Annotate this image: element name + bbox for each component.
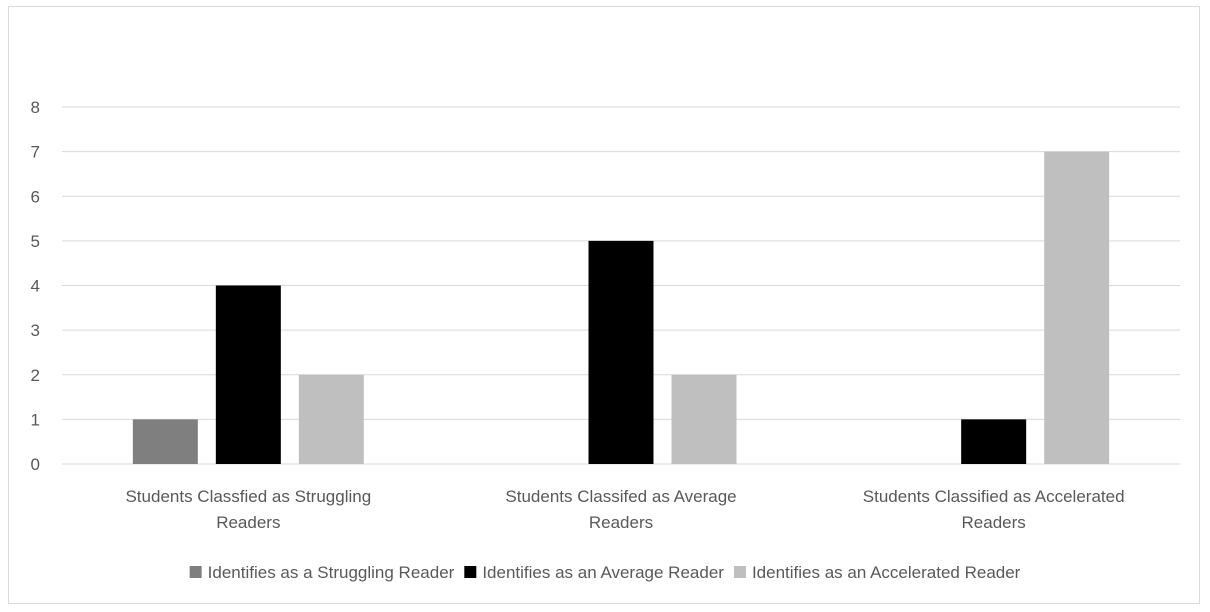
bar-series-2-category-2 [1044, 151, 1110, 464]
y-tick-label: 8 [31, 98, 40, 117]
legend-label-0: Identifies as a Struggling Reader [208, 563, 455, 582]
bar-series-0-category-0 [132, 419, 198, 464]
category-label: Readers [962, 513, 1026, 532]
y-tick-label: 6 [31, 187, 40, 206]
legend-swatch-1 [464, 566, 477, 578]
bar-series-1-category-1 [588, 240, 654, 464]
bar-series-1-category-2 [961, 419, 1027, 464]
y-tick-label: 5 [31, 232, 40, 251]
x-axis-categories: Students Classfied as Struggling Readers S… [125, 487, 1124, 532]
legend: Identifies as a Struggling Reader Identif… [189, 563, 1021, 582]
category-label: Students Classified as Accelerated [863, 487, 1125, 506]
legend-label-1: Identifies as an Average Reader [482, 563, 724, 582]
legend-swatch-2 [733, 566, 746, 578]
legend-label-2: Identifies as an Accelerated Reader [752, 563, 1021, 582]
legend-swatch-0 [189, 566, 202, 578]
y-tick-label: 4 [31, 277, 40, 296]
bar-series-2-category-0 [298, 374, 364, 464]
category-label: Readers [216, 513, 280, 532]
category-label: Students Classifed as Average [505, 487, 736, 506]
y-tick-label: 7 [31, 143, 40, 162]
bar-series-2-category-1 [671, 374, 737, 464]
y-tick-label: 1 [31, 410, 40, 429]
bar-series-1-category-0 [215, 285, 281, 464]
y-tick-label: 2 [31, 366, 40, 385]
y-tick-label: 0 [31, 455, 40, 474]
category-label: Students Classfied as Struggling [125, 487, 371, 506]
category-label: Readers [589, 513, 653, 532]
bars [132, 151, 1110, 464]
y-tick-label: 3 [31, 321, 40, 340]
y-axis-ticks: 0 1 2 3 4 5 6 7 8 [31, 98, 40, 474]
